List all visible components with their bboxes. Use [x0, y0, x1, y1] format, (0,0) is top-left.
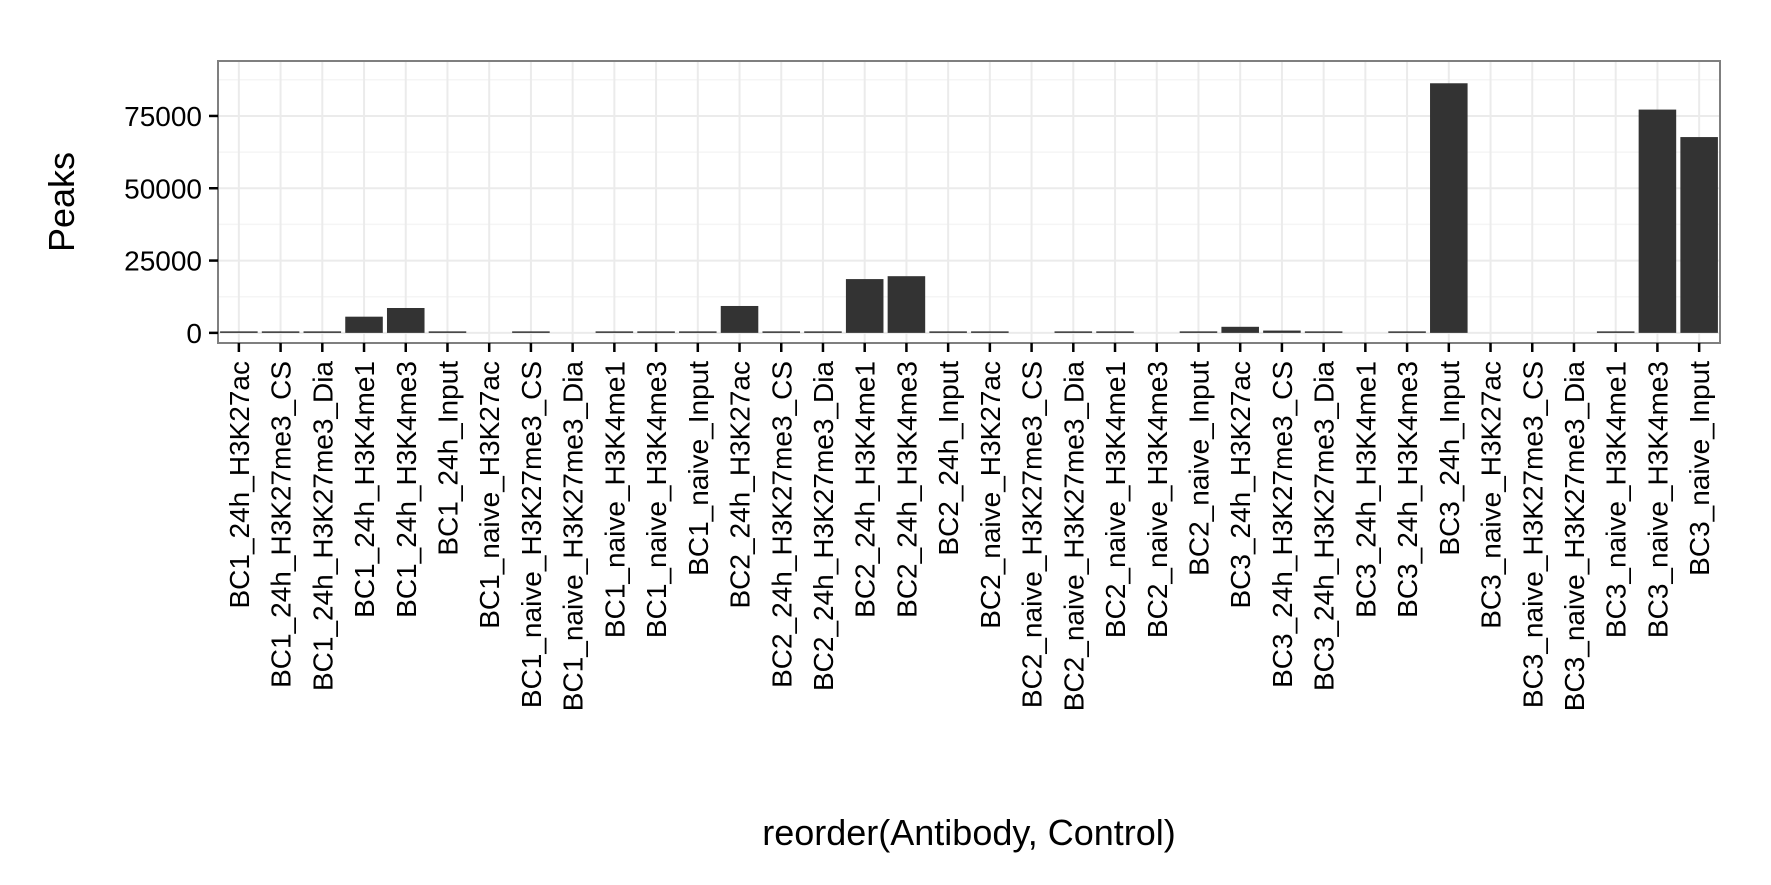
x-tick-label: BC3_naive_H3K4me3 [1642, 361, 1673, 638]
x-tick-label: BC1_24h_H3K27me3_CS [266, 361, 297, 688]
x-tick-label: BC2_naive_H3K4me3 [1142, 361, 1173, 638]
x-tick-label: BC2_naive_H3K27me3_CS [1017, 361, 1048, 708]
x-tick-label: BC1_naive_Input [683, 361, 714, 576]
x-tick-label: BC3_24h_Input [1434, 361, 1465, 556]
bar [261, 331, 300, 333]
bar [1304, 331, 1343, 333]
y-axis-title: Peaks [41, 152, 82, 252]
bars [220, 83, 1718, 333]
bar [1221, 326, 1259, 333]
x-tick-label: BC3_24h_H3K27me3_CS [1267, 361, 1298, 688]
bar [1638, 109, 1677, 333]
y-axis: 0 25000 50000 75000 [124, 101, 218, 349]
x-tick-label: BC3_naive_H3K27ac [1476, 361, 1507, 629]
bar [1263, 330, 1301, 333]
x-tick-label: BC3_naive_H3K27me3_CS [1517, 361, 1548, 708]
x-tick-label: BC3_naive_H3K4me1 [1601, 361, 1632, 638]
bar [1680, 137, 1718, 333]
x-tick-label: BC2_naive_H3K4me1 [1100, 361, 1131, 638]
x-tick-label: BC2_24h_H3K27me3_CS [766, 361, 797, 688]
bar [845, 279, 884, 333]
bar [971, 331, 1009, 333]
bar [595, 331, 634, 333]
bar [762, 331, 801, 333]
x-tick-label: BC1_naive_H3K27ac [474, 361, 505, 629]
x-tick-label: BC1_24h_H3K27ac [224, 361, 255, 609]
x-tick-label: BC1_24h_H3K4me3 [391, 361, 422, 618]
x-tick-label: BC2_24h_Input [933, 361, 964, 556]
bar [303, 331, 342, 333]
x-tick-label: BC3_naive_Input [1684, 361, 1715, 576]
bar [386, 308, 425, 333]
x-tick-label: BC3_24h_H3K4me1 [1350, 361, 1381, 618]
x-tick-label: BC2_naive_H3K27ac [975, 361, 1006, 629]
bar [929, 331, 967, 333]
x-tick-label: BC2_naive_Input [1183, 361, 1214, 576]
x-axis-title: reorder(Antibody, Control) [762, 812, 1176, 853]
x-tick-label: BC2_24h_H3K27me3_Dia [808, 361, 839, 691]
bar [512, 331, 550, 333]
plot-panel-border [217, 60, 1721, 344]
bar [1388, 331, 1426, 333]
x-tick-label: BC3_24h_H3K27me3_Dia [1309, 361, 1340, 691]
bar [804, 331, 842, 333]
bar [345, 316, 383, 333]
plot-panel [218, 61, 1720, 343]
x-tick-label: BC3_24h_H3K4me3 [1392, 361, 1423, 618]
x-tick-label: BC2_24h_H3K27ac [725, 361, 756, 609]
x-tick-label: BC1_24h_H3K27me3_Dia [307, 361, 338, 691]
x-tick-label: BC1_naive_H3K27me3_Dia [558, 361, 589, 712]
bar [720, 305, 759, 333]
x-tick-label: BC1_24h_Input [432, 361, 463, 556]
x-tick-label: BC3_24h_H3K27ac [1225, 361, 1256, 609]
x-tick-label: BC2_24h_H3K4me1 [850, 361, 881, 618]
bar [887, 276, 926, 333]
x-tick-label: BC3_naive_H3K27me3_Dia [1559, 361, 1590, 712]
y-tick-label: 75000 [124, 101, 202, 132]
y-tick-label: 50000 [124, 173, 202, 204]
x-tick-label: BC2_naive_H3K27me3_Dia [1058, 361, 1089, 712]
x-tick-label: BC1_24h_H3K4me1 [349, 361, 380, 618]
x-tick-label: BC2_24h_H3K4me3 [891, 361, 922, 618]
bar [220, 331, 258, 333]
x-tick-label: BC1_naive_H3K27me3_CS [516, 361, 547, 708]
bar [1596, 331, 1635, 333]
bar [1054, 331, 1093, 333]
bar [679, 331, 717, 333]
y-tick-label: 25000 [124, 246, 202, 277]
bar [1179, 331, 1218, 333]
bar [428, 331, 467, 333]
y-tick-label: 0 [186, 318, 202, 349]
bar [637, 331, 675, 333]
bar [1096, 331, 1134, 333]
x-tick-label: BC1_naive_H3K4me3 [641, 361, 672, 638]
bar [1430, 83, 1468, 333]
x-axis: BC1_24h_H3K27ac BC1_24h_H3K27me3_CS BC1_24… [224, 343, 1715, 711]
x-tick-label: BC1_naive_H3K4me1 [599, 361, 630, 638]
